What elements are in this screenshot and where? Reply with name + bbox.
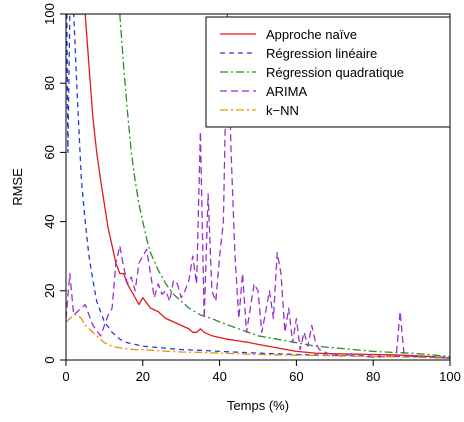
- y-tick-label-4: 80: [42, 76, 57, 90]
- x-tick-label-5: 100: [439, 369, 461, 384]
- series-line-4: [66, 314, 450, 359]
- y-tick-label-3: 60: [42, 145, 57, 159]
- y-axis-label: RMSE: [10, 168, 25, 206]
- y-tick-label-1: 20: [42, 284, 57, 298]
- series-line-2: [119, 14, 450, 358]
- y-tick-label-2: 40: [42, 214, 57, 228]
- y-tick-label-5: 100: [42, 3, 57, 25]
- x-tick-label-0: 0: [62, 369, 69, 384]
- x-tick-label-3: 60: [289, 369, 303, 384]
- legend: Approche naïve Régression linéaire Régress…: [205, 16, 451, 128]
- x-tick-label-2: 40: [212, 369, 226, 384]
- y-tick-label-0: 0: [42, 356, 57, 363]
- series-line-1: [66, 14, 450, 358]
- x-tick-label-4: 80: [366, 369, 380, 384]
- legend-label-3: ARIMA: [266, 84, 308, 99]
- plot-frame: [65, 13, 451, 361]
- axes-layer: 0 20 40 60 80 100 0 20 40 60 80 100: [42, 3, 461, 384]
- legend-label-0: Approche naïve: [266, 27, 357, 42]
- x-tick-label-1: 20: [136, 369, 150, 384]
- legend-label-4: k−NN: [266, 103, 299, 118]
- legend-label-1: Régression linéaire: [266, 46, 377, 61]
- x-axis-label: Temps (%): [227, 398, 289, 413]
- legend-box: [205, 16, 451, 128]
- series-line-0: [66, 14, 450, 359]
- legend-label-2: Régression quadratique: [266, 65, 404, 80]
